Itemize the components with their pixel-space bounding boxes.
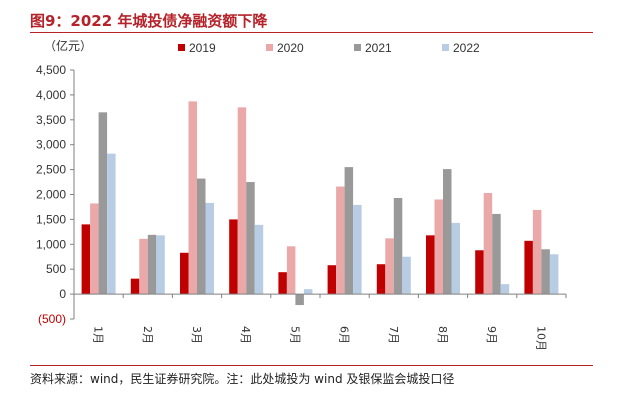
bar-2022-10月 bbox=[549, 254, 559, 295]
bar-2019-8月 bbox=[426, 235, 435, 295]
legend-swatch-2022 bbox=[442, 44, 449, 51]
bar-2021-9月 bbox=[492, 213, 501, 295]
x-category-label: 9月 bbox=[485, 326, 498, 344]
y-tick-label: 3,000 bbox=[36, 138, 66, 152]
bar-2022-5月 bbox=[303, 289, 313, 295]
y-tick-label: 3,500 bbox=[36, 113, 66, 127]
bar-2022-7月 bbox=[402, 256, 411, 295]
bar-2019-2月 bbox=[130, 278, 140, 295]
y-axis-unit-label: （亿元） bbox=[44, 38, 92, 53]
y-tick-label: 500 bbox=[46, 262, 66, 276]
bar-series bbox=[81, 101, 559, 306]
figure-title: 图9：2022 年城投债净融资额下降 bbox=[30, 12, 268, 30]
y-tick-label: 4,500 bbox=[36, 63, 66, 77]
y-tick-label: 2,000 bbox=[36, 188, 66, 202]
legend-label-2022: 2022 bbox=[453, 41, 480, 55]
bar-2021-8月 bbox=[443, 169, 452, 295]
chart-legend: 2019 2020 2021 2022 bbox=[178, 41, 480, 55]
bar-2021-5月 bbox=[295, 294, 304, 306]
x-category-label: 6月 bbox=[338, 326, 351, 344]
legend-swatch-2021 bbox=[354, 44, 361, 51]
bar-2021-4月 bbox=[246, 182, 255, 295]
bar-2019-9月 bbox=[475, 250, 484, 295]
bar-2019-3月 bbox=[180, 252, 189, 295]
source-note: 资料来源：wind，民生证券研究院。注：此处城投为 wind 及银保监会城投口径 bbox=[30, 372, 455, 386]
y-tick-label: (500) bbox=[38, 312, 66, 326]
y-tick-label: 1,500 bbox=[36, 212, 66, 226]
bar-2021-6月 bbox=[344, 167, 354, 295]
bar-2019-7月 bbox=[376, 264, 386, 295]
x-category-label: 5月 bbox=[288, 326, 301, 344]
bar-2020-6月 bbox=[336, 186, 345, 295]
legend-label-2021: 2021 bbox=[365, 41, 392, 55]
y-tick-label: 4,000 bbox=[36, 88, 66, 102]
bar-2020-2月 bbox=[139, 238, 148, 295]
bar-2020-1月 bbox=[90, 203, 99, 295]
bar-2022-3月 bbox=[205, 202, 214, 295]
bar-2019-6月 bbox=[327, 265, 337, 295]
bar-2022-6月 bbox=[353, 204, 362, 295]
bar-2020-9月 bbox=[483, 193, 493, 295]
bar-2020-10月 bbox=[532, 209, 542, 295]
legend-swatch-2019 bbox=[178, 44, 185, 51]
bar-2020-4月 bbox=[237, 107, 247, 295]
y-tick-label: 1,000 bbox=[36, 237, 66, 251]
bar-2019-4月 bbox=[229, 219, 238, 295]
bar-2021-10月 bbox=[541, 249, 550, 295]
bar-2022-1月 bbox=[107, 153, 116, 295]
y-axis: 4,500 4,000 3,500 3,000 2,500 2,000 1,500 1,000… bbox=[36, 63, 75, 326]
bar-2020-3月 bbox=[188, 101, 197, 295]
x-axis: 1月 2月 3月 4月 5月 6月 7月 8月 9月 10月 bbox=[73, 293, 567, 351]
bar-2020-5月 bbox=[286, 246, 296, 295]
x-category-label: 3月 bbox=[190, 326, 203, 344]
y-tick-label: 2,500 bbox=[36, 163, 66, 177]
footer-divider bbox=[30, 365, 593, 366]
legend-label-2020: 2020 bbox=[277, 41, 304, 55]
bar-2020-7月 bbox=[385, 238, 394, 295]
bar-2021-1月 bbox=[98, 112, 108, 295]
legend-swatch-2020 bbox=[266, 44, 273, 51]
x-category-label: 4月 bbox=[239, 326, 252, 344]
x-category-label: 7月 bbox=[387, 326, 400, 344]
bar-2022-9月 bbox=[500, 284, 510, 295]
title-divider bbox=[30, 32, 593, 33]
x-category-label: 1月 bbox=[92, 326, 105, 344]
bar-2021-7月 bbox=[393, 197, 403, 295]
bar-2022-2月 bbox=[156, 235, 165, 295]
x-category-label: 8月 bbox=[436, 326, 449, 344]
bar-2019-10月 bbox=[524, 240, 533, 295]
x-category-label: 10月 bbox=[534, 326, 547, 351]
x-category-label: 2月 bbox=[141, 326, 154, 344]
bar-2021-3月 bbox=[197, 178, 206, 295]
bar-2022-4月 bbox=[254, 224, 264, 295]
bar-2021-2月 bbox=[147, 234, 157, 295]
y-tick-label: 0 bbox=[59, 287, 66, 301]
bar-2022-8月 bbox=[451, 222, 460, 295]
bar-2020-8月 bbox=[434, 199, 443, 295]
bar-2019-5月 bbox=[278, 272, 287, 295]
bar-2019-1月 bbox=[81, 224, 91, 295]
legend-label-2019: 2019 bbox=[189, 41, 216, 55]
